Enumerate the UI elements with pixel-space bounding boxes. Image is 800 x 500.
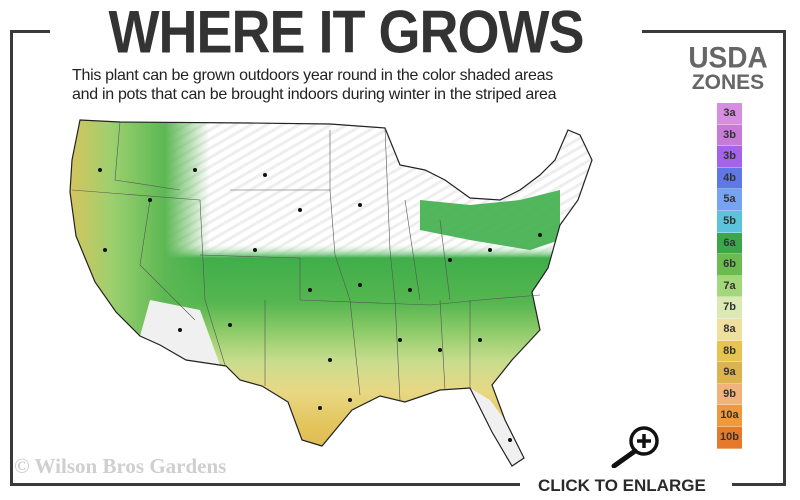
legend-swatch-6b: 6b: [717, 254, 742, 276]
legend-swatch-9a: 9a: [717, 362, 742, 384]
subtitle: This plant can be grown outdoors year ro…: [72, 66, 557, 104]
legend-swatch-7b: 7b: [717, 297, 742, 319]
state-borders: [71, 121, 541, 401]
enlarge-backdrop: [520, 474, 732, 496]
legend-swatch-7a: 7a: [717, 275, 742, 298]
page-title: WHERE IT GROWS: [108, 0, 585, 66]
legend-swatch-3a: 3a: [717, 103, 742, 125]
legend-swatch-5a: 5a: [717, 189, 742, 211]
zoom-in-icon[interactable]: [608, 424, 664, 468]
legend-swatch-8b: 8b: [717, 340, 742, 363]
legend-swatch-9b: 9b: [717, 383, 742, 406]
title-backdrop: [50, 0, 642, 60]
copyright-watermark: © Wilson Bros Gardens: [14, 454, 227, 478]
legend-swatch-6a: 6a: [717, 232, 742, 255]
city-dots: [98, 168, 542, 442]
legend-swatch-10b: 10b: [717, 426, 742, 449]
legend-swatch-8a: 8a: [717, 318, 742, 341]
legend-title: USDA ZONES: [676, 41, 780, 94]
subtitle-line-2: and in pots that can be brought indoors …: [72, 86, 557, 103]
legend-swatch-5b: 5b: [717, 210, 742, 233]
legend-swatch-3b: 3b: [717, 124, 742, 147]
click-to-enlarge-button[interactable]: CLICK TO ENLARGE: [538, 476, 706, 495]
legend-title-zones: ZONES: [691, 71, 765, 94]
legend-swatch-4b: 4b: [717, 167, 742, 190]
legend-title-usda: USDA: [688, 41, 768, 74]
subtitle-line-1: This plant can be grown outdoors year ro…: [72, 67, 553, 84]
legend-swatch-3b: 3b: [717, 146, 742, 168]
zone-legend: 3a 3b 3b 4b 5a 5b 6a 6b 7a 7b 8a 8b 9a 9b 10a 10b: [717, 103, 742, 449]
legend-swatch-10a: 10a: [717, 405, 742, 427]
